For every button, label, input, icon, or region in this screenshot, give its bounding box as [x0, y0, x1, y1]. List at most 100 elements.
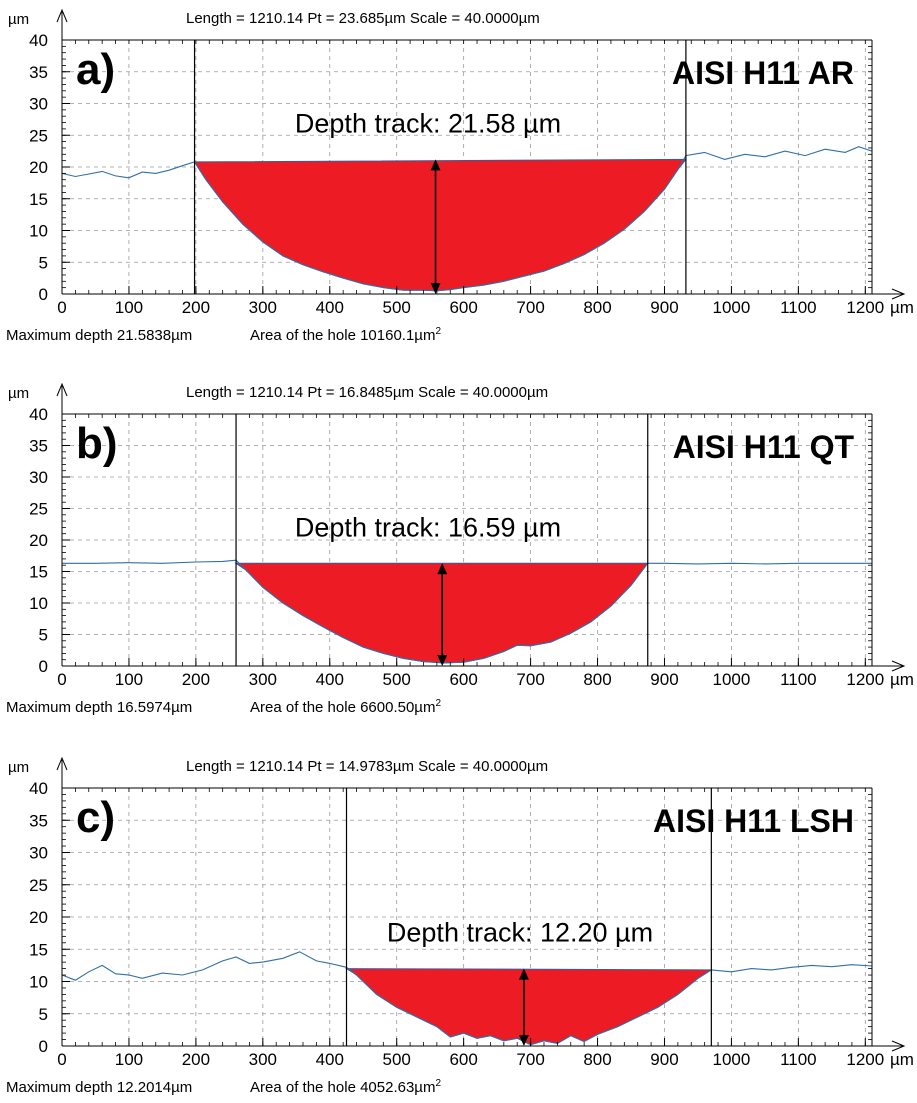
- x-tick-label: 1000: [713, 1050, 751, 1069]
- y-tick-label: 35: [29, 437, 48, 456]
- caption-hole-area-text: Area of the hole 6600.50µm: [250, 699, 435, 716]
- x-tick-label: 700: [516, 670, 544, 689]
- caption-hole-area-text: Area of the hole 10160.1µm: [250, 327, 435, 344]
- y-tick-label: 15: [29, 563, 48, 582]
- depth-annotation: Depth track: 16.59 µm: [295, 512, 561, 542]
- x-tick-label: 1000: [713, 670, 751, 689]
- x-tick-label: 1100: [780, 670, 817, 689]
- x-unit-label: µm: [890, 298, 914, 317]
- caption-hole-area: Area of the hole 10160.1µm2: [250, 326, 441, 344]
- caption-area-superscript: 2: [435, 326, 441, 337]
- x-tick-label: 600: [449, 1050, 477, 1069]
- x-tick-label: 1200: [846, 1050, 884, 1069]
- y-tick-label: 10: [29, 594, 48, 613]
- y-tick-label: 20: [29, 158, 48, 177]
- y-tick-label: 0: [39, 1037, 48, 1056]
- x-tick-label: 1000: [713, 298, 751, 317]
- y-tick-label: 30: [29, 95, 48, 114]
- x-tick-label: 500: [383, 1050, 411, 1069]
- x-tick-label: 800: [583, 1050, 611, 1069]
- y-tick-label: 35: [29, 63, 48, 82]
- x-axis-arrow: [891, 1040, 906, 1052]
- x-tick-label: 100: [115, 298, 143, 317]
- y-tick-label: 40: [29, 405, 48, 424]
- y-tick-label: 30: [29, 844, 48, 863]
- y-tick-label: 10: [29, 973, 48, 992]
- x-tick-label: 400: [316, 1050, 344, 1069]
- panel-header: Length = 1210.14 Pt = 16.8485µm Scale = …: [186, 384, 548, 401]
- y-tick-label: 0: [39, 285, 48, 304]
- depth-arrow-head-top: [437, 563, 448, 575]
- depth-annotation: Depth track: 21.58 µm: [295, 108, 561, 138]
- panel-header: Length = 1210.14 Pt = 23.685µm Scale = 4…: [186, 10, 540, 27]
- depth-arrow-head-bottom: [430, 283, 441, 294]
- y-tick-label: 35: [29, 811, 48, 830]
- profile-line: [61, 951, 873, 1046]
- x-tick-label: 0: [57, 670, 66, 689]
- y-unit-label: µm: [8, 11, 29, 28]
- x-unit-label: µm: [890, 1050, 914, 1069]
- caption-area-superscript: 2: [435, 698, 441, 709]
- panel-header: Length = 1210.14 Pt = 14.9783µm Scale = …: [186, 758, 548, 775]
- depth-track-area: [344, 968, 714, 1046]
- x-tick-label: 0: [57, 298, 66, 317]
- x-tick-label: 200: [182, 298, 210, 317]
- x-tick-label: 300: [249, 670, 277, 689]
- y-axis-arrow: [56, 8, 68, 23]
- depth-track-area: [193, 158, 687, 292]
- y-tick-label: 0: [39, 657, 48, 676]
- y-tick-label: 15: [29, 190, 48, 209]
- x-tick-label: 800: [583, 298, 611, 317]
- x-tick-label: 500: [383, 298, 411, 317]
- x-tick-label: 700: [516, 1050, 544, 1069]
- x-tick-label: 100: [115, 1050, 143, 1069]
- x-axis-arrow: [891, 288, 906, 300]
- y-tick-label: 5: [39, 1005, 48, 1024]
- y-tick-label: 10: [29, 222, 48, 241]
- chart-panel-2: 0 100 200 300 400 500 600 700 800 900 1000 1100 1200…: [6, 382, 914, 716]
- x-tick-label: 200: [182, 670, 210, 689]
- x-tick-label: 1100: [780, 298, 817, 317]
- x-tick-label: 900: [650, 1050, 678, 1069]
- y-axis-arrow: [56, 756, 68, 771]
- x-tick-label: 800: [583, 670, 611, 689]
- y-tick-label: 40: [29, 779, 48, 798]
- depth-annotation: Depth track: 12.20 µm: [387, 918, 653, 948]
- y-tick-label: 25: [29, 126, 48, 145]
- x-tick-label: 100: [115, 670, 143, 689]
- x-tick-label: 400: [316, 670, 344, 689]
- x-tick-label: 200: [182, 1050, 210, 1069]
- x-unit-label: µm: [890, 670, 914, 689]
- x-tick-label: 1200: [846, 298, 884, 317]
- y-tick-label: 5: [39, 253, 48, 272]
- x-tick-label: 1200: [846, 670, 884, 689]
- panel-label: c): [76, 793, 115, 842]
- y-unit-label: µm: [8, 385, 29, 402]
- caption-max-depth: Maximum depth 12.2014µm: [6, 1079, 192, 1096]
- caption-hole-area: Area of the hole 4052.63µm2: [250, 1078, 441, 1096]
- panel-label: a): [76, 45, 115, 94]
- y-axis-arrow: [56, 382, 68, 397]
- x-tick-label: 300: [249, 1050, 277, 1069]
- caption-hole-area: Area of the hole 6600.50µm2: [250, 698, 441, 716]
- caption-max-depth: Maximum depth 21.5838µm: [6, 327, 192, 344]
- y-tick-label: 15: [29, 940, 48, 959]
- y-tick-label: 40: [29, 31, 48, 50]
- y-tick-label: 30: [29, 468, 48, 487]
- profile-line: [61, 146, 873, 292]
- sample-label: AISI H11 AR: [672, 55, 854, 91]
- depth-arrow-head-bottom: [437, 655, 448, 666]
- caption-area-superscript: 2: [435, 1078, 441, 1089]
- y-unit-label: µm: [8, 759, 29, 776]
- x-tick-label: 700: [516, 298, 544, 317]
- depth-arrow-head-top: [430, 159, 441, 171]
- x-tick-label: 1100: [780, 1050, 817, 1069]
- depth-arrow-head-top: [518, 968, 529, 980]
- x-tick-label: 900: [650, 298, 678, 317]
- sample-label: AISI H11 LSH: [653, 803, 854, 839]
- caption-max-depth: Maximum depth 16.5974µm: [6, 699, 192, 716]
- y-tick-label: 20: [29, 908, 48, 927]
- panel-label: b): [76, 419, 118, 468]
- y-tick-label: 5: [39, 626, 48, 645]
